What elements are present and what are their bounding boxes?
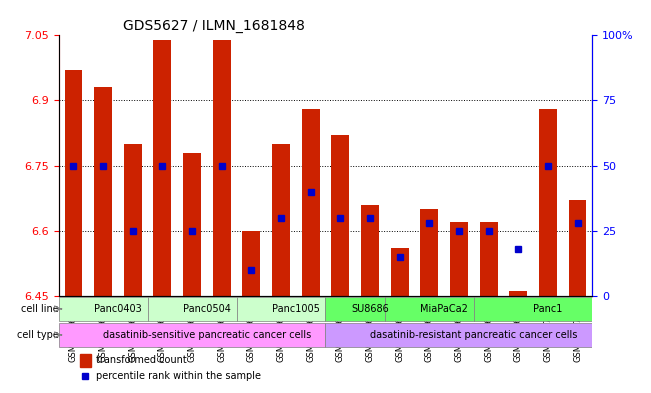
- Bar: [450, 222, 468, 296]
- Text: dasatinib-resistant pancreatic cancer cells: dasatinib-resistant pancreatic cancer ce…: [370, 330, 577, 340]
- Text: MiaPaCa2: MiaPaCa2: [420, 304, 468, 314]
- Bar: [213, 40, 230, 296]
- FancyBboxPatch shape: [59, 323, 326, 347]
- Bar: [94, 88, 112, 296]
- Bar: [569, 200, 587, 296]
- Bar: [272, 144, 290, 296]
- Bar: [242, 231, 260, 296]
- Text: SU8686: SU8686: [351, 304, 389, 314]
- Bar: [480, 222, 497, 296]
- FancyBboxPatch shape: [236, 297, 326, 321]
- Bar: [509, 292, 527, 296]
- Text: dasatinib-sensitive pancreatic cancer cells: dasatinib-sensitive pancreatic cancer ce…: [103, 330, 311, 340]
- Text: Panc1005: Panc1005: [272, 304, 320, 314]
- FancyBboxPatch shape: [385, 297, 474, 321]
- Bar: [80, 354, 90, 367]
- Bar: [539, 109, 557, 296]
- Bar: [64, 70, 82, 296]
- Bar: [361, 205, 379, 296]
- Text: Panc0403: Panc0403: [94, 304, 142, 314]
- Text: transformed count: transformed count: [96, 355, 187, 365]
- Bar: [124, 144, 142, 296]
- Bar: [302, 109, 320, 296]
- Bar: [331, 135, 349, 296]
- FancyBboxPatch shape: [474, 297, 592, 321]
- Text: cell line: cell line: [21, 304, 59, 314]
- Bar: [391, 248, 409, 296]
- Bar: [421, 209, 438, 296]
- FancyBboxPatch shape: [326, 323, 592, 347]
- FancyBboxPatch shape: [326, 297, 385, 321]
- FancyBboxPatch shape: [59, 297, 148, 321]
- Bar: [154, 40, 171, 296]
- Bar: [183, 152, 201, 296]
- FancyBboxPatch shape: [148, 297, 236, 321]
- Text: GDS5627 / ILMN_1681848: GDS5627 / ILMN_1681848: [122, 19, 305, 33]
- Text: Panc1: Panc1: [533, 304, 562, 314]
- Text: cell type: cell type: [17, 330, 59, 340]
- Text: percentile rank within the sample: percentile rank within the sample: [96, 371, 261, 381]
- Text: Panc0504: Panc0504: [183, 304, 231, 314]
